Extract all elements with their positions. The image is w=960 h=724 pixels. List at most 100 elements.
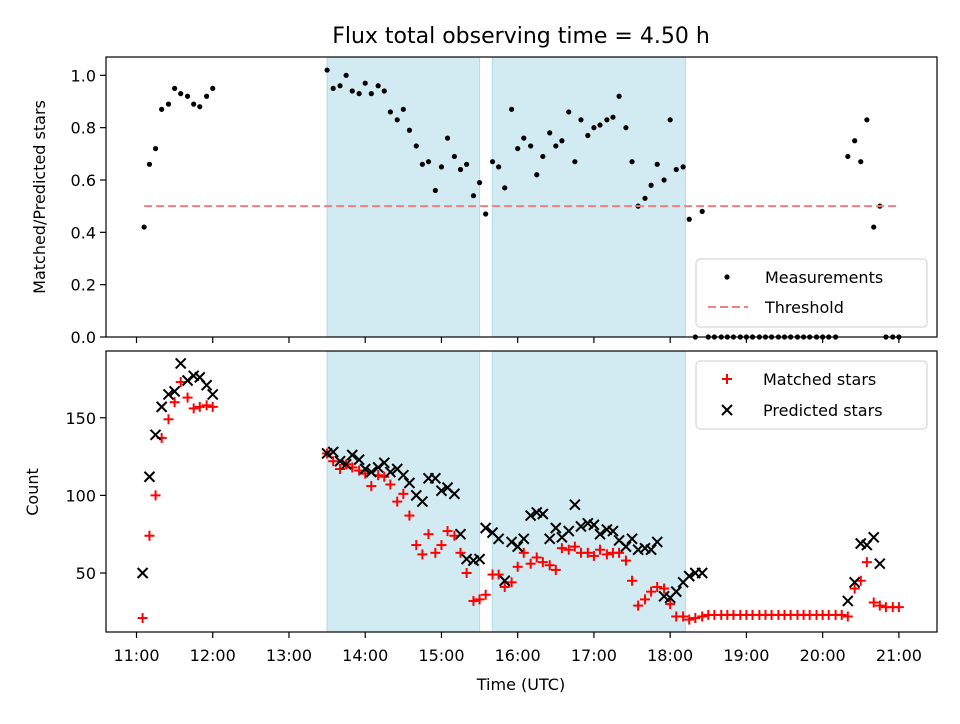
predicted-point-60 [626,533,638,545]
matched-point-33 [455,547,466,558]
matched-point-42 [512,561,523,572]
predicted-point-13 [327,446,339,458]
measurement-point-10 [204,93,210,99]
matched-point-27 [417,549,428,560]
measurement-point-96 [864,117,870,123]
measurement-point-71 [699,208,705,214]
top-panel-frame [105,56,938,338]
measurement-point-25 [406,127,413,133]
predicted-point-5 [168,385,181,398]
measurement-point-62 [642,195,648,201]
measurement-point-20 [375,83,381,89]
measurement-point-56 [604,117,610,123]
measurement-point-67 [673,166,679,173]
matched-point-70 [690,613,701,624]
top-panel-ylabel: Matched/Predicted stars [30,100,49,294]
observing-window-1 [491,350,686,633]
matched-point-54 [588,550,599,561]
measurement-point-11 [210,85,216,92]
predicted-point-17 [353,453,365,466]
predicted-point-42 [511,540,524,553]
measurement-point-58 [616,93,622,99]
measurement-point-0 [141,224,147,230]
matched-point-46 [537,557,548,568]
matched-point-10 [201,400,212,411]
matched-point-30 [436,540,447,551]
measurement-point-93 [845,153,851,160]
matched-point-51 [569,541,580,552]
measurement-point-46 [540,153,546,160]
measurement-point-4 [165,101,172,107]
matched-point-58 [614,547,625,558]
predicted-point-21 [378,457,390,469]
measurement-point-6 [178,91,184,97]
predicted-point-33 [454,528,467,540]
matched-point-39 [493,569,504,580]
measurement-point-28 [425,159,432,165]
matched-point-69 [684,614,695,625]
matched-point-98 [868,597,879,608]
matched-point-45 [531,552,542,563]
predicted-point-2 [149,429,162,441]
matched-point-23 [392,496,403,507]
predicted-point-11 [207,388,219,401]
predicted-point-63 [645,544,657,556]
measurement-point-13 [330,85,336,92]
measurement-point-69 [686,216,692,222]
predicted-point-50 [563,525,575,537]
matched-point-7 [182,392,193,403]
matched-point-53 [582,547,593,558]
top-panel-legend: Measurements Threshold [695,258,928,328]
matched-point-28 [423,529,434,540]
matched-point-24 [398,488,409,499]
matched-point-63 [646,586,657,597]
ytick-label-2: 0.4 [71,223,96,242]
predicted-point-54 [588,519,600,531]
matched-point-11 [207,401,218,412]
legend-measurements-label: Measurements [765,268,883,287]
measurement-point-19 [368,91,374,97]
matched-point-37 [480,589,491,600]
predicted-point-72 [842,595,854,607]
predicted-point-27 [416,495,429,508]
measurement-point-40 [502,185,508,191]
predicted-point-0 [136,567,149,579]
matched-point-43 [518,547,529,558]
xtick-label-0: 11:00 [113,646,159,665]
measurement-point-44 [528,143,534,149]
measurement-point-64 [654,161,660,167]
predicted-point-43 [518,533,530,545]
matched-point-49 [556,543,567,554]
predicted-point-29 [429,472,442,485]
xtick-label-2: 13:00 [266,646,312,665]
ytick-label-0: 0.0 [71,328,96,347]
measurement-point-53 [585,132,591,139]
matched-point-60 [627,575,638,586]
measurement-point-30 [438,164,445,170]
measurement-point-95 [858,159,864,165]
measurement-point-48 [553,143,559,149]
matched-point-44 [525,558,536,569]
matched-point-97 [861,557,872,568]
matched-point-34 [461,568,472,579]
measurement-point-9 [197,104,203,110]
xtick-label-7: 18:00 [647,646,693,665]
measurement-point-47 [547,130,553,136]
predicted-point-76 [868,531,880,544]
predicted-point-24 [397,469,410,481]
predicted-point-69 [683,570,695,582]
matched-point-9 [194,401,205,412]
measurement-point-31 [444,135,451,141]
matched-point-4 [163,414,174,425]
bottom-panel-ticks: 50 100 150 11:00 12:00 13:00 14:00 15:00 16:00 17… [65,409,921,665]
matched-point-40 [499,581,510,592]
ytick-label-2: 150 [65,409,96,428]
legend-matched-label: Matched stars [763,370,876,389]
matched-point-61 [633,600,644,611]
predicted-point-6 [175,357,187,370]
xtick-label-4: 15:00 [418,646,464,665]
measurement-point-15 [343,72,349,78]
measurement-point-94 [852,138,858,144]
measurement-point-36 [476,180,483,186]
matched-point-29 [430,547,441,558]
